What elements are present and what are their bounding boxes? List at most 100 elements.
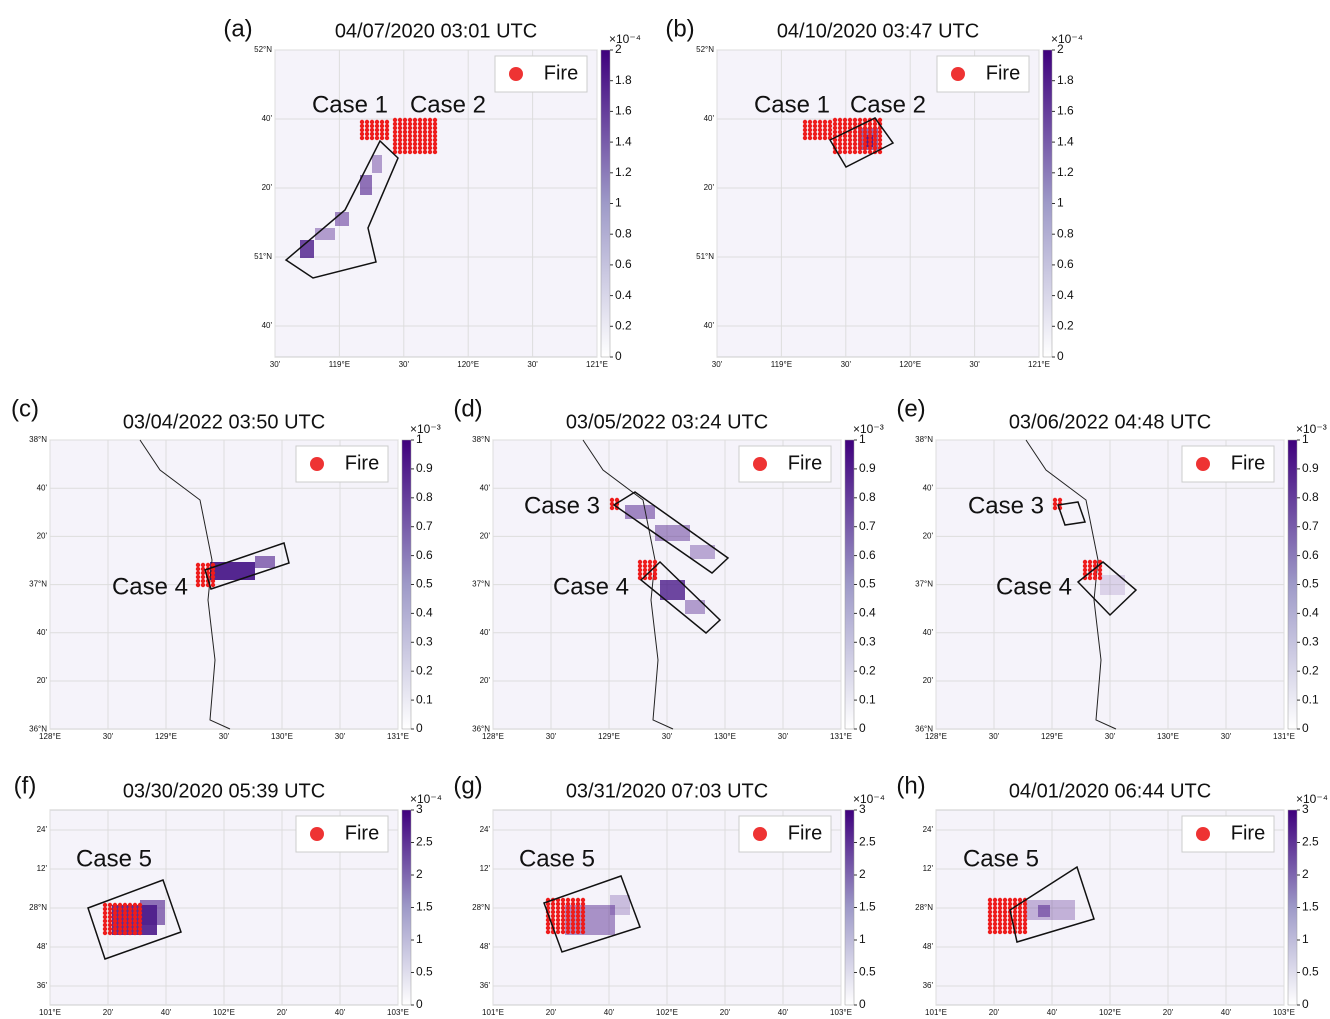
colorbar [845,440,854,729]
fire-pixel [1058,498,1062,502]
fire-pixel [408,122,412,126]
fire-pixel [108,911,112,915]
fire-pixel [823,136,827,140]
plume [690,545,715,559]
fire-pixel [393,126,397,130]
colorbar-tick-label: 0 [416,721,423,735]
fire-pixel [581,906,585,910]
fire-pixel [385,124,389,128]
fire-pixel [103,911,107,915]
fire-pixel [833,126,837,130]
fire-pixel [838,146,842,150]
fire-pixel [848,142,852,146]
fire-pixel [403,146,407,150]
x-axis-label: 30' [335,732,346,741]
fire-pixel [828,128,832,132]
fire-pixel [1013,914,1017,918]
fire-pixel [863,134,867,138]
y-axis-label: 37°N [915,580,933,589]
fire-pixel [868,126,872,130]
colorbar-tick-label: 2 [416,867,423,881]
panel-title: 03/31/2020 07:03 UTC [566,780,768,802]
fire-pixel [433,130,437,134]
fire-pixel [1003,930,1007,934]
fire-pixel [566,918,570,922]
case-label: Case 5 [963,845,1039,872]
fire-pixel [418,138,422,142]
colorbar-tick-label: 0.5 [1302,965,1319,979]
fire-pixel [201,579,205,583]
x-axis-label: 30' [712,360,723,369]
fire-pixel [571,902,575,906]
fire-pixel [196,571,200,575]
fire-pixel [138,915,142,919]
colorbar-tick-label: 0.2 [1057,318,1074,332]
fire-pixel [828,132,832,136]
fire-pixel [408,134,412,138]
fire-pixel [360,128,364,132]
x-axis-label: 20' [103,1008,114,1017]
y-axis-label: 20' [37,676,48,685]
x-axis-label: 103°E [387,1008,409,1017]
fire-pixel [380,120,384,124]
fire-pixel [423,130,427,134]
legend-marker [951,67,965,81]
x-axis-label: 30' [841,360,852,369]
x-axis-label: 101°E [925,1008,947,1017]
case-label: Case 5 [519,845,595,872]
x-axis-label: 121°E [586,360,608,369]
fire-pixel [133,915,137,919]
x-axis-label: 103°E [1273,1008,1295,1017]
fire-pixel [648,564,652,568]
fire-pixel [576,906,580,910]
x-axis-label: 40' [1221,1008,1232,1017]
colorbar-tick-label: 0 [859,721,866,735]
fire-pixel [370,132,374,136]
colorbar-tick-label: 0.7 [859,519,876,533]
fire-pixel [576,910,580,914]
fire-pixel [1023,918,1027,922]
fire-pixel [1013,898,1017,902]
colorbar-tick-label: 3 [1302,802,1309,816]
fire-pixel [878,142,882,146]
x-axis-label: 102°E [1099,1008,1121,1017]
fire-pixel [576,918,580,922]
fire-pixel [118,903,122,907]
colorbar-tick-label: 2.5 [416,835,433,849]
colorbar [402,810,411,1005]
fire-pixel [643,564,647,568]
fire-pixel [138,919,142,923]
fire-pixel [1023,922,1027,926]
fire-pixel [365,132,369,136]
fire-pixel [393,134,397,138]
fire-pixel [818,128,822,132]
y-axis-label: 20' [704,183,715,192]
y-axis-label: 40' [262,321,273,330]
legend-label: Fire [1231,452,1265,474]
y-axis-label: 51°N [696,252,714,261]
fire-pixel [561,902,565,906]
fire-pixel [408,138,412,142]
fire-pixel [408,150,412,154]
colorbar-exponent: ×10⁻⁴ [609,32,641,46]
fire-pixel [398,118,402,122]
fire-pixel [863,126,867,130]
fire-pixel [1023,910,1027,914]
fire-pixel [823,132,827,136]
fire-pixel [843,142,847,146]
fire-pixel [873,126,877,130]
fire-pixel [818,132,822,136]
case-label: Case 5 [76,845,152,872]
colorbar-tick-label: 0 [1302,721,1309,735]
fire-pixel [556,914,560,918]
x-axis-label: 40' [1047,1008,1058,1017]
fire-pixel [561,926,565,930]
plume [1038,905,1050,917]
fire-pixel [1083,564,1087,568]
colorbar-tick-label: 0.9 [416,461,433,475]
colorbar-exponent: ×10⁻³ [1296,422,1327,436]
plume [610,895,630,915]
colorbar-tick-label: 0.5 [416,965,433,979]
fire-pixel [853,138,857,142]
fire-pixel [1023,926,1027,930]
